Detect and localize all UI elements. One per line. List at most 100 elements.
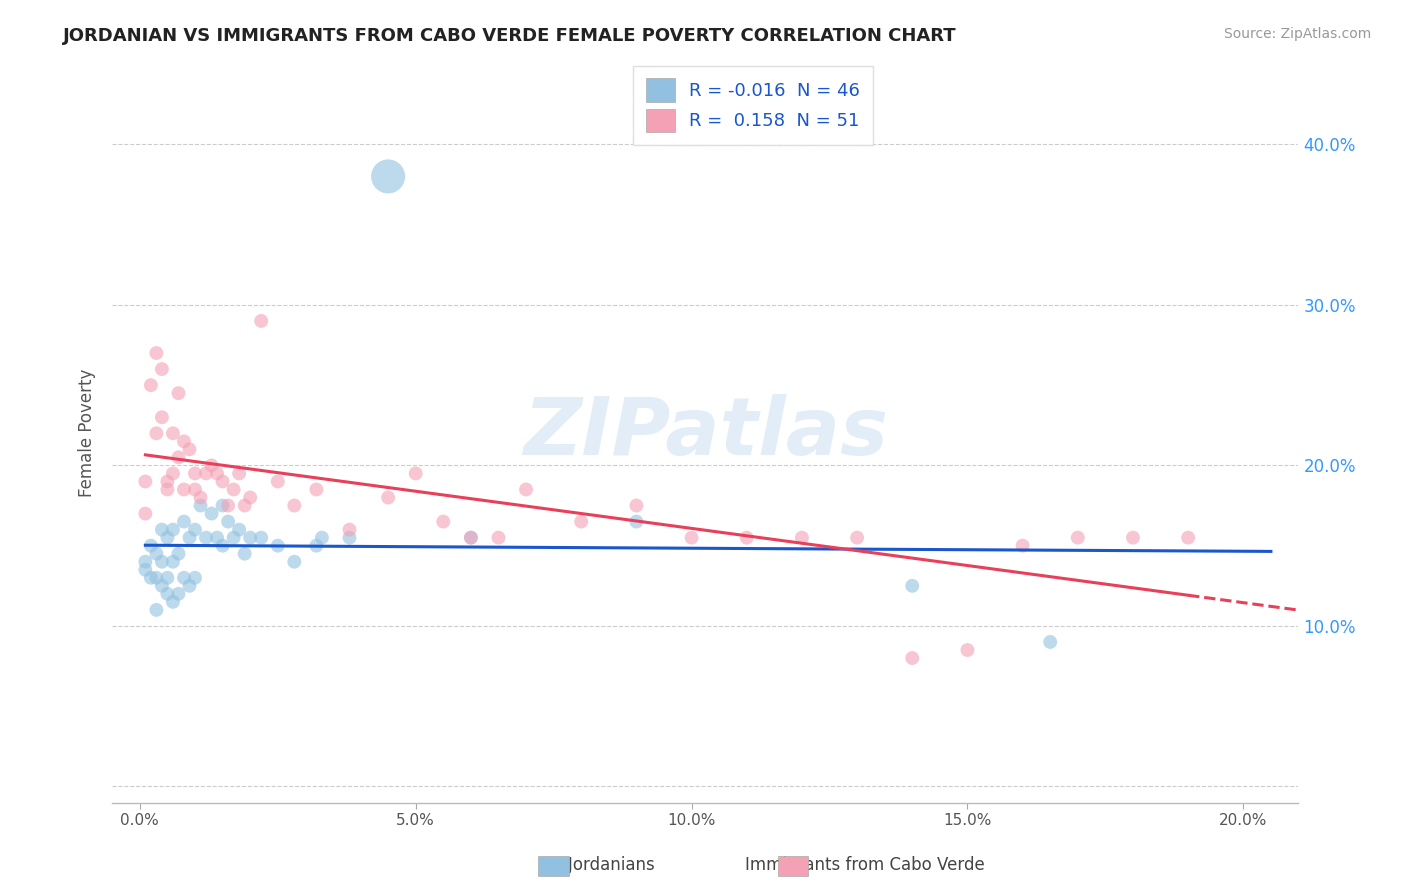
Point [150,362,173,376]
Point [173,571,195,585]
Point [134,475,156,489]
Y-axis label: Female Poverty: Female Poverty [79,369,96,498]
Point [139,378,162,392]
Point [569,515,592,529]
Point [145,346,167,360]
Point [790,531,813,545]
Point [167,450,190,465]
Point [211,475,233,489]
Point [167,587,190,601]
Point [173,515,195,529]
Point [233,547,256,561]
Point [377,169,399,184]
Point [460,531,482,545]
Point [190,499,212,513]
Point [1039,635,1062,649]
Point [173,434,195,449]
Point [179,531,201,545]
Point [339,523,361,537]
Point [184,467,207,481]
Point [150,410,173,425]
Point [228,523,250,537]
Point [239,531,262,545]
Point [735,531,758,545]
Point [162,467,184,481]
Point [145,547,167,561]
Point [211,539,233,553]
Point [162,523,184,537]
Point [179,442,201,457]
Point [228,467,250,481]
Point [156,475,179,489]
Point [162,555,184,569]
Point [283,499,305,513]
Point [626,515,648,529]
Point [205,531,228,545]
Point [184,571,207,585]
Point [405,467,427,481]
Point [156,571,179,585]
Point [150,555,173,569]
Point [150,523,173,537]
Point [250,531,273,545]
Point [377,491,399,505]
Point [134,555,156,569]
Point [339,531,361,545]
Point [250,314,273,328]
Point [190,491,212,505]
Point [515,483,537,497]
Point [901,651,924,665]
Point [626,499,648,513]
Point [195,531,218,545]
Point [305,539,328,553]
Point [134,507,156,521]
Point [233,499,256,513]
Point [145,603,167,617]
Point [145,571,167,585]
Point [1177,531,1199,545]
Point [162,595,184,609]
Point [200,458,222,473]
Point [267,539,290,553]
Point [217,515,239,529]
Point [283,555,305,569]
Point [167,547,190,561]
Point [156,587,179,601]
Point [681,531,703,545]
Point [432,515,454,529]
Point [1067,531,1090,545]
Point [1122,531,1144,545]
Point [139,539,162,553]
Legend: R = -0.016  N = 46, R =  0.158  N = 51: R = -0.016 N = 46, R = 0.158 N = 51 [633,66,873,145]
Point [139,571,162,585]
Point [179,579,201,593]
Point [134,563,156,577]
Point [173,483,195,497]
Point [846,531,869,545]
Point [311,531,333,545]
Point [184,483,207,497]
Point [156,483,179,497]
Point [217,499,239,513]
Point [1011,539,1033,553]
Point [162,426,184,441]
Point [488,531,510,545]
Point [239,491,262,505]
Point [460,531,482,545]
Point [195,467,218,481]
Point [145,426,167,441]
Point [150,579,173,593]
Text: Jordanians: Jordanians [526,855,655,873]
Text: ZIPatlas: ZIPatlas [523,394,887,472]
Point [156,531,179,545]
Point [167,386,190,401]
Point [205,467,228,481]
Text: Source: ZipAtlas.com: Source: ZipAtlas.com [1223,27,1371,41]
Point [305,483,328,497]
Point [267,475,290,489]
Point [901,579,924,593]
Point [222,531,245,545]
Text: Immigrants from Cabo Verde: Immigrants from Cabo Verde [703,855,984,873]
Point [211,499,233,513]
Point [222,483,245,497]
